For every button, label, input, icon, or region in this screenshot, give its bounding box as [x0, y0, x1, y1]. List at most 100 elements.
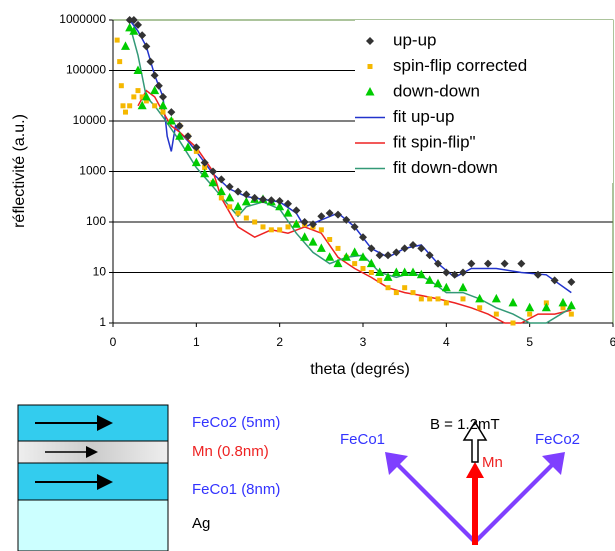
data-point [367, 244, 376, 253]
data-point [491, 293, 501, 303]
data-point [450, 270, 459, 279]
data-point [241, 196, 251, 206]
vector-feco1 [385, 452, 475, 545]
x-tick-label: 4 [443, 335, 450, 349]
data-point [284, 199, 292, 208]
data-point [143, 98, 149, 104]
data-point [467, 259, 476, 268]
data-point [427, 296, 433, 302]
data-point [158, 100, 168, 110]
data-point [146, 57, 155, 66]
data-point [243, 215, 249, 221]
vector-label: Mn [482, 454, 503, 471]
data-point [127, 103, 133, 109]
data-point [134, 20, 142, 29]
data-point [125, 16, 134, 24]
data-point [175, 131, 185, 140]
data-point [141, 91, 151, 101]
data-point [167, 108, 176, 117]
data-point [510, 320, 516, 326]
data-point [459, 268, 467, 277]
legend-label: down-down [393, 81, 480, 100]
layer-label: FeCo2 (5nm) [192, 414, 280, 431]
layer-label: FeCo1 (8nm) [192, 481, 280, 498]
data-point [442, 268, 451, 277]
data-point [137, 100, 147, 110]
data-point [120, 103, 126, 109]
data-point [458, 282, 468, 292]
data-point [309, 220, 317, 229]
legend-label: fit up-up [393, 107, 454, 126]
data-point [567, 277, 576, 286]
y-tick-label: 100 [86, 214, 106, 228]
data-point [484, 259, 492, 268]
legend-label: fit spin-flip" [393, 132, 476, 151]
data-point [291, 219, 301, 228]
data-point [425, 275, 435, 284]
data-point [534, 270, 542, 279]
x-tick-label: 3 [360, 335, 367, 349]
data-point [477, 305, 483, 311]
data-point [250, 193, 259, 202]
data-point [138, 31, 147, 40]
data-point [150, 71, 159, 80]
data-point [166, 116, 176, 125]
data-point [517, 259, 526, 268]
data-point [568, 311, 574, 317]
data-point [300, 218, 309, 226]
data-point [133, 65, 143, 74]
data-point [225, 182, 234, 191]
data-point [558, 297, 568, 307]
legend-label: fit down-down [393, 158, 498, 177]
y-tick-label: 1000000 [59, 12, 106, 26]
data-point [160, 109, 166, 115]
data-point [402, 285, 408, 291]
data-point [383, 272, 393, 281]
data-point [375, 251, 384, 260]
data-point [566, 300, 576, 310]
data-point [118, 83, 124, 89]
data-point [242, 190, 251, 199]
y-tick-label: 100000 [66, 63, 106, 77]
data-point [252, 219, 258, 225]
data-point [508, 297, 518, 307]
y-axis-label: réflectivité (a.u.) [11, 114, 28, 228]
data-point [541, 302, 551, 312]
data-point [317, 212, 326, 221]
data-point [292, 206, 301, 215]
y-tick-label: 10 [93, 265, 107, 279]
data-point [392, 248, 401, 257]
fit-line [137, 89, 572, 324]
data-point [550, 276, 559, 285]
data-point [227, 204, 233, 210]
data-point [235, 210, 241, 216]
data-point [334, 210, 342, 219]
x-tick-label: 5 [526, 335, 533, 349]
vector-label: FeCo2 [535, 431, 580, 448]
layer-mn [17, 440, 169, 464]
legend-label: up-up [393, 30, 436, 49]
data-point [400, 267, 410, 276]
data-point [460, 296, 466, 302]
data-point [493, 311, 499, 317]
data-point [114, 37, 120, 43]
data-point [131, 94, 137, 100]
vector-b [462, 420, 488, 463]
field-label: B = 1.2mT [430, 416, 500, 433]
vector-feco2 [475, 452, 565, 545]
vector-mn [466, 462, 484, 545]
data-point [341, 252, 351, 261]
data-point [275, 197, 284, 206]
data-point [327, 237, 333, 243]
data-point [191, 157, 201, 167]
data-point [417, 244, 426, 253]
data-point [350, 222, 359, 231]
legend-marker [365, 87, 375, 96]
data-point [352, 261, 358, 267]
data-point [410, 290, 416, 296]
data-point [316, 243, 326, 252]
data-point [527, 311, 533, 317]
data-point [200, 168, 210, 178]
data-point [285, 224, 291, 230]
